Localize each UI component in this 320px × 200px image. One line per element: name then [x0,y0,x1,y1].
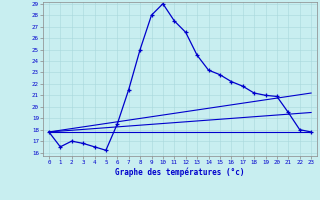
X-axis label: Graphe des températures (°c): Graphe des températures (°c) [115,168,245,177]
